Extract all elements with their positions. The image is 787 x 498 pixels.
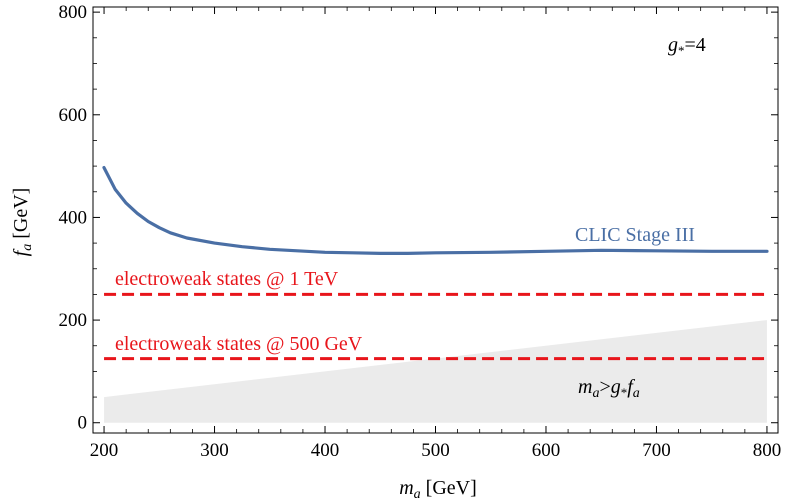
y-axis-label: fa [GeV] — [10, 188, 35, 257]
excluded-region — [104, 320, 767, 423]
x-tick-label: 200 — [90, 440, 119, 461]
coupling-annotation: g*=4 — [668, 34, 706, 58]
y-tick-label: 600 — [59, 105, 88, 126]
series-layer — [102, 166, 769, 255]
x-axis-label: ma [GeV] — [399, 477, 477, 498]
y-tick-label: 800 — [59, 2, 88, 23]
series-label-clic: CLIC Stage III — [575, 224, 695, 246]
x-tick-label: 600 — [532, 440, 561, 461]
ref-label-1tev: electroweak states @ 1 TeV — [115, 268, 339, 290]
x-tick-label: 300 — [200, 440, 229, 461]
y-tick-label: 200 — [59, 310, 88, 331]
x-tick-label: 400 — [311, 440, 340, 461]
x-tick-label: 700 — [642, 440, 671, 461]
x-tick-label: 500 — [421, 440, 450, 461]
y-tick-label: 0 — [78, 413, 88, 434]
excluded-region-layer — [104, 320, 767, 423]
y-tick-label: 400 — [59, 207, 88, 228]
ref-label-500gev: electroweak states @ 500 GeV — [115, 333, 363, 355]
series-line-0 — [102, 166, 769, 255]
reference-lines-layer — [104, 292, 767, 361]
x-tick-label: 800 — [753, 440, 782, 461]
region-label: ma>g*fa — [578, 376, 640, 401]
